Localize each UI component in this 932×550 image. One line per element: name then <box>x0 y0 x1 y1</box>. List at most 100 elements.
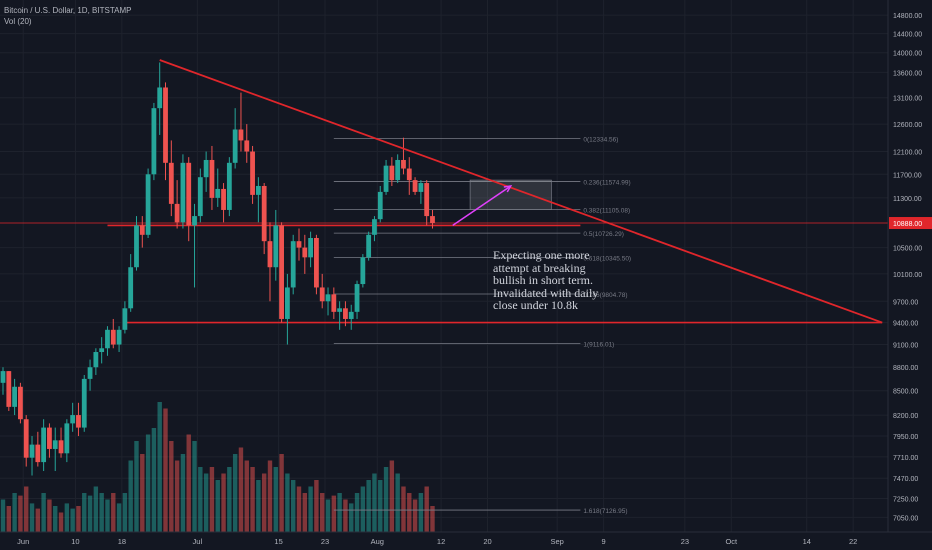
price-tick-label: 12100.00 <box>893 150 922 157</box>
volume-bar <box>99 493 104 532</box>
volume-bar <box>186 434 191 532</box>
volume-bar <box>215 480 220 532</box>
volume-bar <box>53 506 58 532</box>
price-tick-label: 11300.00 <box>893 196 922 203</box>
price-tick-label: 7950.00 <box>893 434 918 441</box>
volume-bar <box>64 503 70 532</box>
volume-bar <box>18 495 23 532</box>
volume-bar <box>349 503 354 532</box>
volume-bar <box>412 499 418 532</box>
symbol-title[interactable]: Bitcoin / U.S. Dollar, 1D, BITSTAMP <box>4 6 132 15</box>
volume-bar <box>180 454 186 532</box>
price-tick-label: 10100.00 <box>893 272 922 279</box>
volume-bar <box>41 493 46 532</box>
candle-body <box>360 257 366 285</box>
price-axis[interactable]: 7050.00 7250.00 7470.00 7710.00 7950.00 8200.… <box>887 0 932 550</box>
candle-body <box>157 87 163 109</box>
fib-level-label: 1.618(7126.95) <box>583 508 627 515</box>
candle-body <box>139 225 145 235</box>
candle-body <box>186 162 192 226</box>
volume-bar <box>105 499 110 532</box>
volume-bar <box>337 493 342 532</box>
fib-level-label: 0.5(10726.29) <box>583 231 623 238</box>
current-price-tag <box>889 217 932 230</box>
candle-body <box>372 219 377 235</box>
fib-level-label: 0.236(11574.99) <box>583 180 630 187</box>
candle-body <box>418 183 424 192</box>
volume-bar <box>163 408 168 532</box>
volume-bar <box>58 512 64 532</box>
price-tick-label: 7710.00 <box>893 455 918 462</box>
price-tick-label: 9100.00 <box>893 343 918 350</box>
price-tick-label: 7250.00 <box>893 496 918 503</box>
time-tick-label: Jul <box>193 537 203 546</box>
volume-indicator-label[interactable]: Vol (20) <box>4 17 32 26</box>
volume-bar <box>47 499 52 532</box>
fibonacci-retracement[interactable]: 0(12334.56) 0.236(11574.99) 0.382(11105.08… <box>333 137 631 516</box>
time-tick-label: Aug <box>371 537 384 546</box>
price-tick-label: 11700.00 <box>893 172 922 179</box>
volume-bar <box>93 486 99 532</box>
candle-body <box>348 311 354 319</box>
candle-body <box>180 162 186 223</box>
volume-bar <box>70 508 75 532</box>
candle-body <box>302 247 308 258</box>
volume-bar <box>203 473 209 532</box>
candle-body <box>70 415 76 424</box>
candle-body <box>0 371 6 383</box>
volume-bar <box>314 480 319 532</box>
analysis-note[interactable]: Expecting one more attempt at breaking b… <box>493 248 599 312</box>
volume-bar <box>430 506 435 532</box>
time-tick-label: Sep <box>550 537 563 546</box>
volume-bar <box>378 480 383 532</box>
volume-bar <box>221 473 226 532</box>
price-tick-label: 14000.00 <box>893 51 922 58</box>
candle-body <box>226 162 232 210</box>
candle-body <box>406 168 412 181</box>
candle-body <box>261 185 267 242</box>
volume-bar <box>331 495 337 532</box>
fib-level-label: 1(9116.01) <box>583 341 614 348</box>
time-tick-label: 15 <box>274 537 282 546</box>
volume-bar <box>407 493 412 532</box>
time-axis[interactable]: Jun 10 18 Jul 15 23 Aug 12 20 Sep 9 23 Oct 14 22 <box>0 531 932 550</box>
candle-body <box>116 329 122 345</box>
volume-bar <box>418 493 424 532</box>
price-tick-label: 13600.00 <box>893 70 922 77</box>
volume-bar <box>35 508 41 532</box>
volume-bar <box>273 467 278 532</box>
projection-arrow[interactable] <box>452 185 513 227</box>
candle-body <box>290 241 296 288</box>
volume-bar <box>76 506 81 532</box>
candle-body <box>244 140 250 152</box>
price-tick-label: 7050.00 <box>893 515 918 522</box>
volume-bar <box>232 454 238 532</box>
candlesticks <box>0 62 435 476</box>
volume-bar <box>151 428 157 532</box>
volume-bar <box>24 486 29 532</box>
candle-body <box>209 159 215 198</box>
candle-body <box>308 237 314 258</box>
candle-body <box>279 225 284 319</box>
candle-body <box>267 241 273 268</box>
time-tick-label: 9 <box>602 537 606 546</box>
candle-body <box>412 180 418 192</box>
volume-bar <box>279 454 284 532</box>
volume-bar <box>401 486 406 532</box>
volume-bar <box>82 493 87 532</box>
volume-bar <box>354 493 360 532</box>
price-tick-label: 7470.00 <box>893 476 918 483</box>
descending-trendline[interactable] <box>159 59 883 324</box>
time-tick-label: Jun <box>17 537 29 546</box>
time-tick-label: 20 <box>483 537 491 546</box>
time-tick-label: 23 <box>321 537 329 546</box>
candle-body <box>377 191 383 220</box>
candle-body <box>105 329 110 349</box>
candle-body <box>110 329 116 345</box>
time-tick-label: 22 <box>849 537 857 546</box>
candle-body <box>296 241 302 248</box>
volume-bar <box>12 493 17 532</box>
candle-body <box>18 386 23 420</box>
